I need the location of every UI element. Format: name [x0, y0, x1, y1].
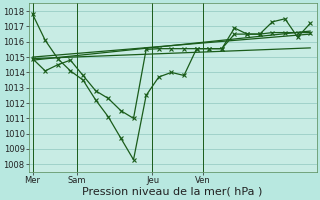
X-axis label: Pression niveau de la mer( hPa ): Pression niveau de la mer( hPa ) [83, 187, 263, 197]
